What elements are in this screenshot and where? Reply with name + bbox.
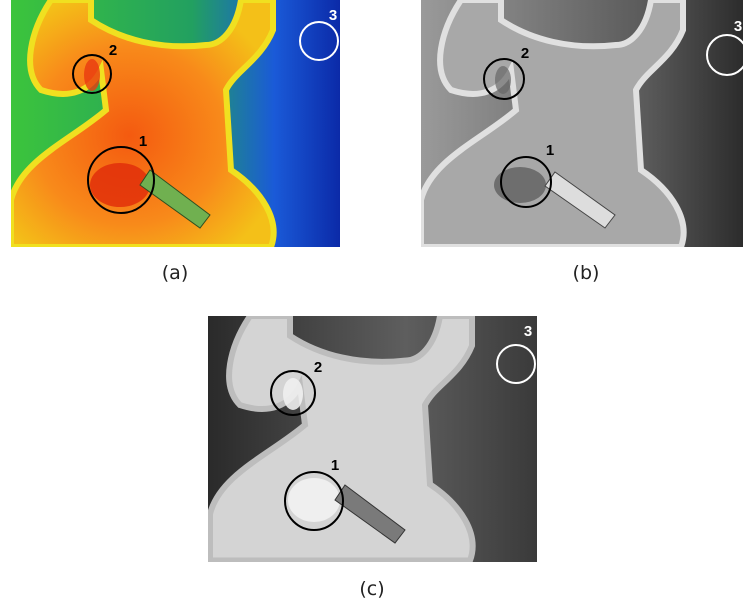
roi-label: 1	[546, 142, 554, 159]
roi-label: 2	[109, 42, 117, 59]
panel-caption: (c)	[359, 578, 384, 600]
roi-label: 1	[331, 457, 339, 474]
panel-caption: (b)	[573, 262, 600, 284]
thermal-image-gray	[421, 0, 743, 247]
roi-label: 1	[139, 133, 147, 150]
panel-caption: (a)	[162, 262, 188, 284]
roi-label: 2	[314, 359, 322, 376]
roi-label: 2	[521, 45, 529, 62]
thermal-image-inverted	[208, 316, 537, 562]
roi-label: 3	[734, 18, 742, 35]
roi-label: 3	[329, 7, 337, 24]
figure: (a) 1 2 3 (b) 1 2 3 (c) 1 2 3	[0, 0, 743, 607]
thermal-image-color	[11, 0, 340, 247]
roi-label: 3	[524, 323, 532, 340]
